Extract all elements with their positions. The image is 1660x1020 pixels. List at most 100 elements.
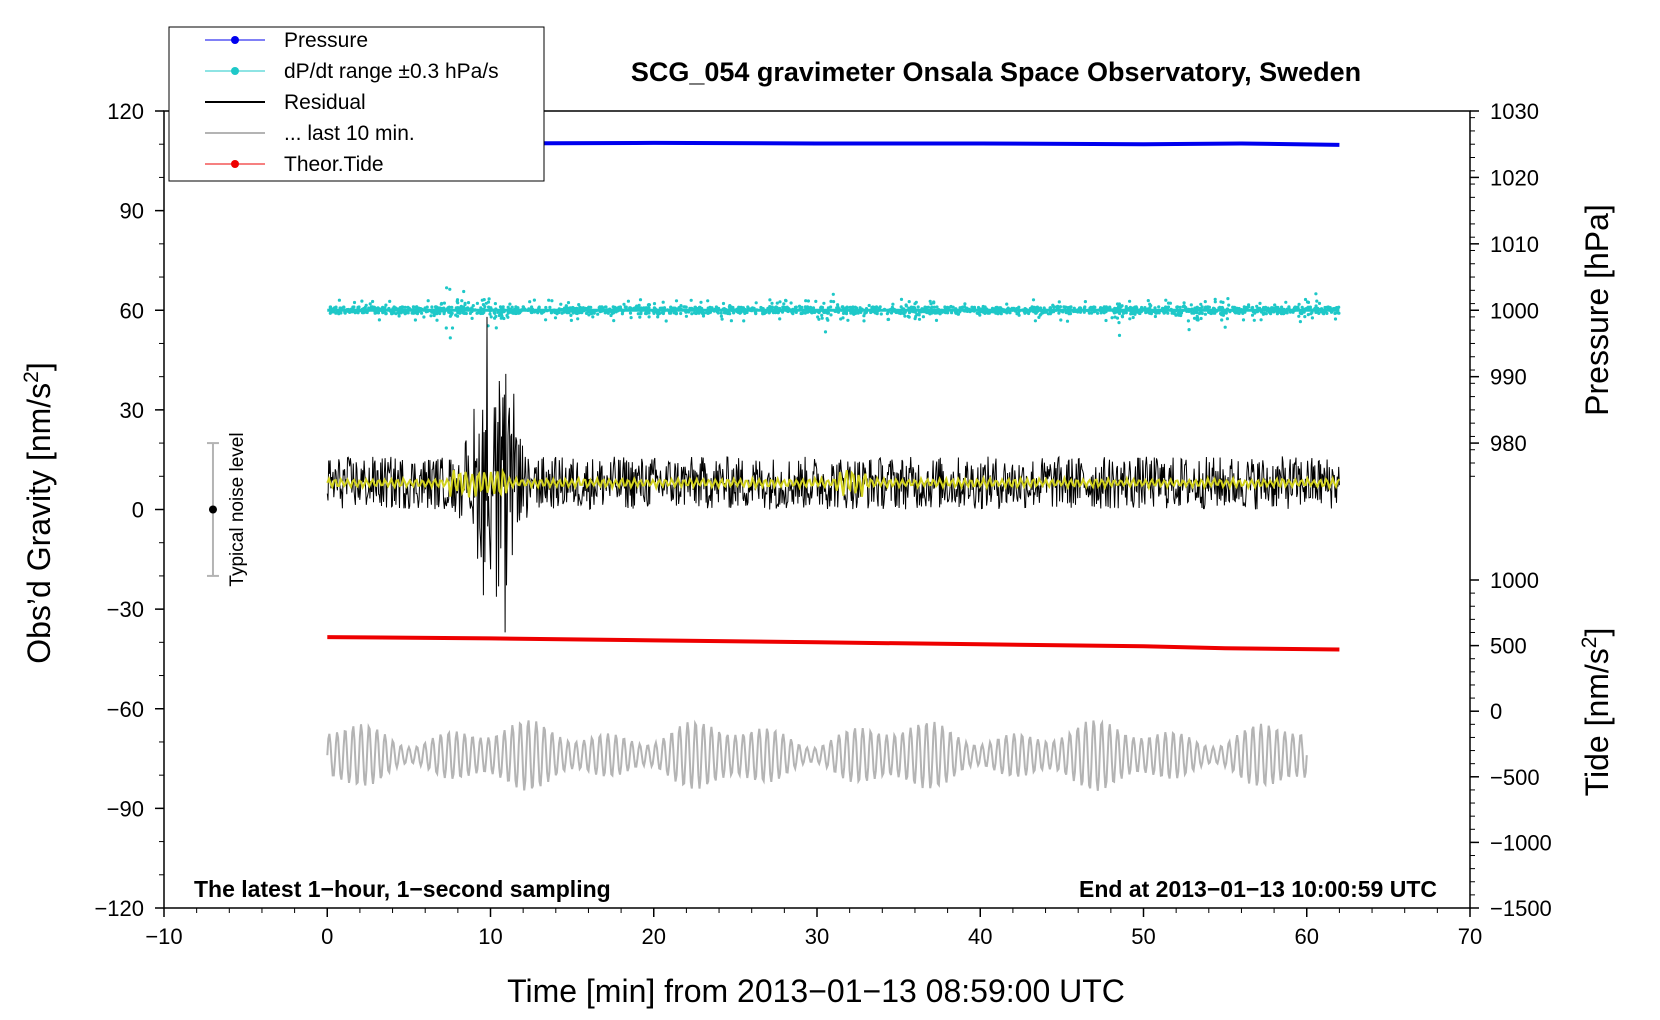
dpdt-point xyxy=(1175,305,1179,309)
dpdt-point xyxy=(356,305,360,309)
dpdt-point xyxy=(1064,311,1068,315)
dpdt-point xyxy=(886,317,890,322)
y-axis-title-pressure: Pressure [hPa] xyxy=(1579,204,1615,416)
dpdt-point xyxy=(1157,305,1161,309)
dpdt-point xyxy=(1317,311,1321,315)
dpdt-point xyxy=(458,306,462,310)
legend-label: ... last 10 min. xyxy=(284,122,415,145)
dpdt-point xyxy=(690,312,694,316)
dpdt-point xyxy=(836,303,840,307)
dpdt-point xyxy=(1310,316,1314,320)
dpdt-point xyxy=(617,305,621,309)
dpdt-point xyxy=(679,311,683,316)
dpdt-point xyxy=(811,306,816,310)
dpdt-point xyxy=(1300,311,1304,316)
y-tick-label-tide: −500 xyxy=(1490,765,1540,790)
dpdt-point xyxy=(790,311,794,315)
noise-level-label: Typical noise level xyxy=(227,432,248,586)
dpdt-point xyxy=(1204,305,1208,309)
dpdt-point xyxy=(1300,305,1304,309)
dpdt-point xyxy=(456,301,460,305)
dpdt-point xyxy=(1264,312,1268,316)
dpdt-point xyxy=(397,314,401,318)
dpdt-point xyxy=(581,306,585,310)
dpdt-point xyxy=(647,315,651,319)
dpdt-point xyxy=(839,317,843,321)
dpdt-point xyxy=(907,300,911,304)
dpdt-point xyxy=(1066,306,1070,310)
dpdt-point xyxy=(390,311,394,316)
dpdt-point xyxy=(638,298,643,302)
dpdt-point xyxy=(487,305,491,309)
dpdt-point xyxy=(903,314,907,318)
y-tick-label-pressure: 990 xyxy=(1490,365,1527,390)
dpdt-point xyxy=(1333,311,1337,315)
dpdt-point xyxy=(328,305,333,309)
dpdt-point xyxy=(514,311,518,315)
dpdt-point xyxy=(911,305,916,309)
dpdt-point xyxy=(1078,306,1082,310)
axes-group: −10 0 10 20 30 40 50 60 701209060300−30−60−90−12… xyxy=(94,99,1551,949)
dpdt-point xyxy=(705,311,709,315)
dpdt-point xyxy=(463,301,467,305)
dpdt-point xyxy=(1016,311,1021,315)
dpdt-point xyxy=(430,305,434,309)
x-tick-label: 70 xyxy=(1458,924,1482,949)
dpdt-point xyxy=(702,311,706,315)
dpdt-point xyxy=(1115,316,1120,320)
dpdt-point xyxy=(1297,302,1301,306)
dpdt-point xyxy=(768,298,772,302)
dpdt-point xyxy=(584,311,589,315)
dpdt-point xyxy=(1203,312,1207,316)
y-tick-label-tide: −1500 xyxy=(1490,896,1552,921)
dpdt-point xyxy=(823,330,828,334)
dpdt-point xyxy=(1189,303,1193,307)
dpdt-point xyxy=(510,305,514,309)
dpdt-point xyxy=(587,313,591,317)
dpdt-point xyxy=(661,300,665,304)
x-tick-label: −10 xyxy=(145,924,182,949)
dpdt-point xyxy=(664,319,668,323)
plot-frame xyxy=(163,110,1471,909)
dpdt-point xyxy=(462,289,466,294)
dpdt-point xyxy=(406,311,410,315)
dpdt-point xyxy=(334,305,338,309)
dpdt-point xyxy=(377,318,381,322)
y-tick-label-left: −30 xyxy=(107,597,144,622)
dpdt-point xyxy=(1149,304,1153,308)
dpdt-point xyxy=(858,306,862,310)
dpdt-point xyxy=(488,312,492,316)
dpdt-point xyxy=(701,314,706,318)
legend: Pressure dP/dt range ±0.3 hPa/s Residual..… xyxy=(168,26,545,182)
y-axis-title-tide-sup: 2 xyxy=(1578,637,1601,649)
dpdt-point xyxy=(825,317,829,321)
dpdt-point xyxy=(580,311,584,315)
dpdt-point xyxy=(394,312,398,316)
dpdt-point xyxy=(1058,305,1062,309)
chart-title: SCG_054 gravimeter Onsala Space Observat… xyxy=(631,57,1361,87)
dpdt-point xyxy=(799,306,803,310)
dpdt-point xyxy=(1168,301,1172,305)
dpdt-point xyxy=(789,301,793,305)
dpdt-point xyxy=(1314,292,1318,296)
dpdt-point xyxy=(1181,305,1185,309)
dpdt-point xyxy=(727,311,731,315)
y-tick-label-tide: 500 xyxy=(1490,634,1527,659)
series-last10min-line xyxy=(326,719,1308,791)
dpdt-point xyxy=(1048,306,1052,310)
dpdt-point xyxy=(611,305,615,309)
dpdt-point xyxy=(775,301,779,305)
dpdt-point xyxy=(1005,302,1009,306)
dpdt-point xyxy=(553,316,558,320)
dpdt-point xyxy=(674,299,679,303)
dpdt-point xyxy=(471,304,475,308)
y-tick-label-pressure: 980 xyxy=(1490,431,1527,456)
dpdt-point xyxy=(846,318,850,322)
dpdt-point xyxy=(502,316,506,321)
dpdt-point xyxy=(803,311,807,315)
series-residual-smoothed-line xyxy=(326,467,1341,498)
x-tick-label: 50 xyxy=(1131,924,1155,949)
dpdt-point xyxy=(508,302,512,306)
dpdt-point xyxy=(1335,306,1339,310)
